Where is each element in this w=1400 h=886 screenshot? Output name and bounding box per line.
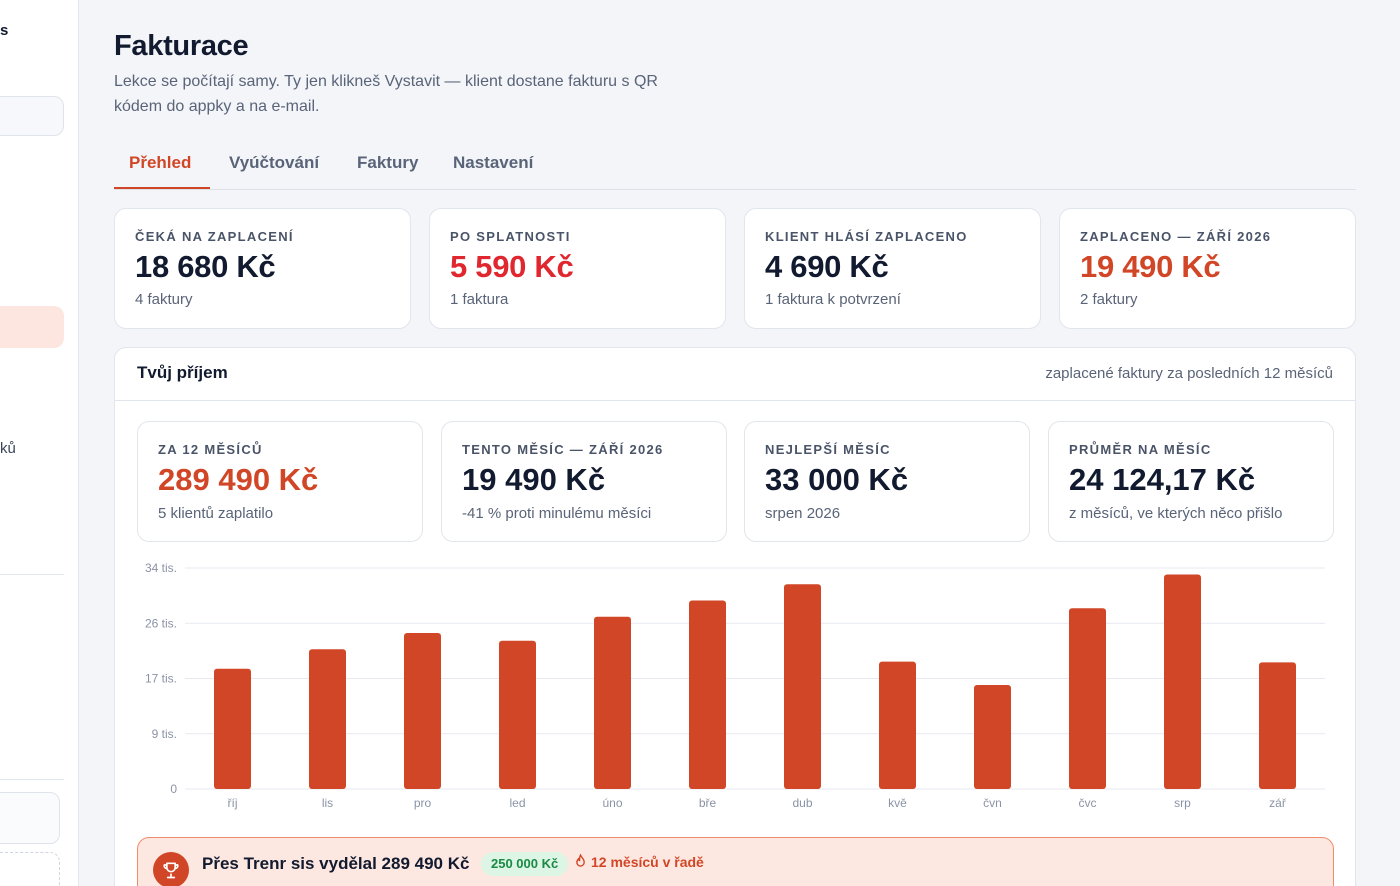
banner-text: Přes Trenr sis vydělal 289 490 Kč <box>202 854 470 873</box>
kpi-card-paid-month[interactable]: ZAPLACENO — ZÁŘÍ 2026 19 490 Kč 2 faktur… <box>1059 208 1356 329</box>
stat-note: z měsíců, ve kterých něco přišlo <box>1069 505 1283 522</box>
y-tick-label: 34 tis. <box>145 561 177 575</box>
earnings-banner: Přes Trenr sis vydělal 289 490 Kč 250 00… <box>137 837 1334 886</box>
sidebar-card[interactable] <box>0 792 60 844</box>
kpi-value: 4 690 Kč <box>765 249 889 284</box>
sidebar-item-label[interactable]: ků <box>0 440 16 457</box>
bar-říj[interactable] <box>214 668 251 789</box>
x-tick-label: říj <box>228 796 238 810</box>
income-subtitle: zaplacené faktury za posledních 12 měsíc… <box>1045 365 1333 382</box>
kpi-value: 18 680 Kč <box>135 249 276 284</box>
x-tick-label: dub <box>792 796 812 810</box>
x-tick-label: kvě <box>888 796 907 810</box>
tab-bar: Přehled Vyúčtování Faktury Nastavení <box>114 140 1356 190</box>
x-tick-label: srp <box>1174 796 1191 810</box>
income-header: Tvůj příjem zaplacené faktury za posledn… <box>115 348 1355 401</box>
kpi-note: 2 faktury <box>1080 291 1138 308</box>
tab-vyuctovani[interactable]: Vyúčtování <box>229 153 320 172</box>
bar-led[interactable] <box>499 640 536 789</box>
y-tick-label: 17 tis. <box>145 672 177 686</box>
kpi-label: ČEKÁ NA ZAPLACENÍ <box>135 229 294 244</box>
bar-úno[interactable] <box>594 616 631 789</box>
stat-note: -41 % proti minulému měsíci <box>462 505 652 522</box>
income-panel: Tvůj příjem zaplacené faktury za posledn… <box>114 347 1356 886</box>
stat-card-best-month: NEJLEPŠÍ MĚSÍC 33 000 Kč srpen 2026 <box>744 421 1030 542</box>
active-tab-indicator <box>114 187 210 189</box>
kpi-card-client-reports-paid[interactable]: KLIENT HLÁSÍ ZAPLACENO 4 690 Kč 1 faktur… <box>744 208 1041 329</box>
page-subtitle: Lekce se počítají samy. Ty jen klikneš V… <box>114 73 658 115</box>
x-tick-label: pro <box>414 796 432 810</box>
x-tick-label: úno <box>602 796 622 810</box>
sidebar: s ků <box>0 0 79 886</box>
x-tick-label: čvn <box>983 796 1002 810</box>
kpi-value: 5 590 Kč <box>450 249 574 284</box>
x-tick-label: čvc <box>1079 796 1097 810</box>
stat-card-12-months: ZA 12 MĚSÍCŮ 289 490 Kč 5 klientů zaplat… <box>137 421 423 542</box>
kpi-note: 1 faktura <box>450 291 509 308</box>
kpi-card-overdue[interactable]: PO SPLATNOSTI 5 590 Kč 1 faktura <box>429 208 726 329</box>
x-tick-label: led <box>509 796 525 810</box>
income-title: Tvůj příjem <box>137 363 228 382</box>
sidebar-divider <box>0 574 64 575</box>
bar-zář[interactable] <box>1259 662 1296 789</box>
bar-čvn[interactable] <box>974 685 1011 789</box>
y-tick-label: 0 <box>170 782 177 796</box>
sidebar-divider <box>0 779 64 780</box>
y-tick-label: 26 tis. <box>145 616 177 630</box>
x-tick-label: bře <box>699 796 717 810</box>
kpi-label: ZAPLACENO — ZÁŘÍ 2026 <box>1080 229 1272 244</box>
stat-card-this-month: TENTO MĚSÍC — ZÁŘÍ 2026 19 490 Kč -41 % … <box>441 421 727 542</box>
tab-faktury[interactable]: Faktury <box>357 153 419 172</box>
bar-pro[interactable] <box>404 633 441 789</box>
stat-label: ZA 12 MĚSÍCŮ <box>158 442 263 457</box>
stat-label: TENTO MĚSÍC — ZÁŘÍ 2026 <box>462 442 664 457</box>
bar-bře[interactable] <box>689 600 726 790</box>
milestone-badge: 250 000 Kč <box>481 852 569 876</box>
tab-prehled[interactable]: Přehled <box>129 153 192 172</box>
streak-text: 12 měsíců v řadě <box>591 854 704 870</box>
sidebar-search[interactable] <box>0 96 64 136</box>
sidebar-item-active[interactable] <box>0 306 64 348</box>
stat-label: PRŮMĚR NA MĚSÍC <box>1069 442 1212 457</box>
bar-srp[interactable] <box>1164 574 1201 790</box>
x-tick-label: lis <box>322 796 333 810</box>
tab-nastaveni[interactable]: Nastavení <box>453 153 534 172</box>
stat-value: 289 490 Kč <box>158 462 319 497</box>
kpi-value: 19 490 Kč <box>1080 249 1221 284</box>
income-bar-chart: 0 9 tis. 17 tis. 26 tis. 34 tis. říj lis pro led… <box>145 561 1325 810</box>
stat-value: 24 124,17 Kč <box>1069 462 1256 497</box>
bar-dub[interactable] <box>784 584 821 789</box>
bar-kvě[interactable] <box>879 661 916 789</box>
kpi-card-awaiting[interactable]: ČEKÁ NA ZAPLACENÍ 18 680 Kč 4 faktury <box>114 208 411 329</box>
stat-note: 5 klientů zaplatilo <box>158 505 274 522</box>
kpi-label: PO SPLATNOSTI <box>450 229 571 244</box>
page-title: Fakturace <box>114 30 249 62</box>
streak-label: 12 měsíců v řadě <box>575 853 704 870</box>
kpi-label: KLIENT HLÁSÍ ZAPLACENO <box>765 229 968 244</box>
kpi-note: 4 faktury <box>135 291 193 308</box>
flame-icon <box>575 853 586 870</box>
kpi-note: 1 faktura k potvrzení <box>765 291 901 308</box>
stat-card-average: PRŮMĚR NA MĚSÍC 24 124,17 Kč z měsíců, v… <box>1048 421 1334 542</box>
x-tick-label: zář <box>1269 796 1287 810</box>
trophy-icon <box>153 852 189 886</box>
bar-čvc[interactable] <box>1069 608 1106 789</box>
sidebar-brand: s <box>0 22 9 39</box>
sidebar-dashed-card[interactable] <box>0 852 60 886</box>
y-tick-label: 9 tis. <box>152 727 177 741</box>
stat-note: srpen 2026 <box>765 505 841 522</box>
stat-value: 33 000 Kč <box>765 462 909 497</box>
bar-lis[interactable] <box>309 649 346 789</box>
stat-label: NEJLEPŠÍ MĚSÍC <box>765 442 891 457</box>
stat-value: 19 490 Kč <box>462 462 606 497</box>
